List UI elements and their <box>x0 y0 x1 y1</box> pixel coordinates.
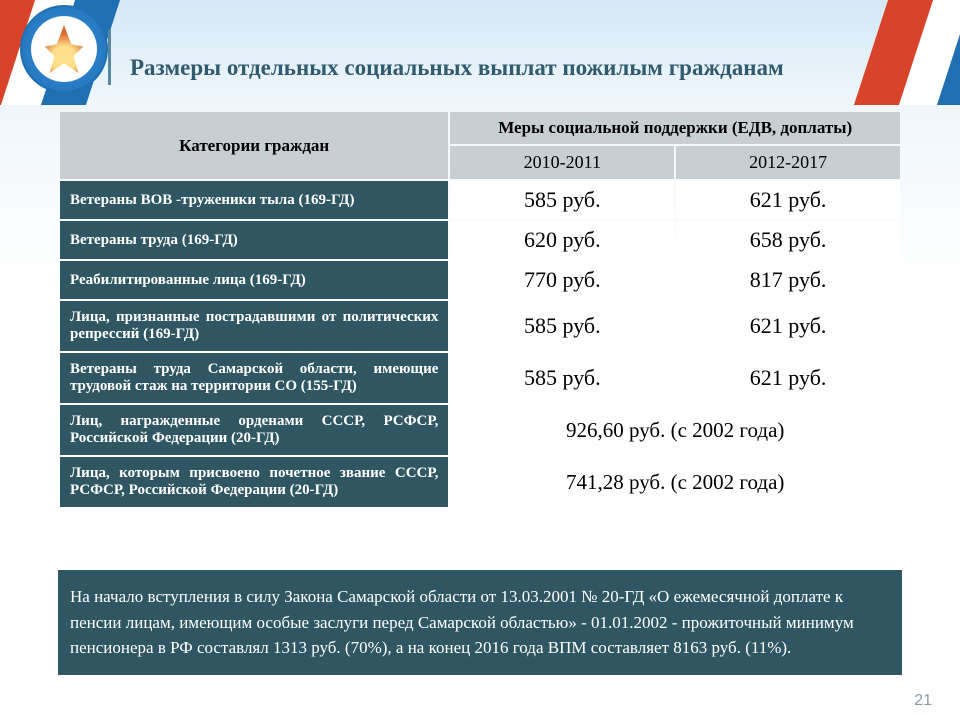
value-cell-span: 926,60 руб. (с 2002 года) <box>450 405 900 455</box>
col-header-period1: 2010-2011 <box>450 146 674 179</box>
value-cell: 621 руб. <box>676 353 900 403</box>
category-cell: Лиц, награжденные орденами СССР, РСФСР, … <box>60 405 448 455</box>
category-cell: Ветераны труда (169-ГД) <box>60 221 448 259</box>
value-cell-span: 741,28 руб. (с 2002 года) <box>450 457 900 507</box>
page-number: 21 <box>914 692 932 710</box>
category-cell: Ветераны труда Самарской области, имеющи… <box>60 353 448 403</box>
footnote: На начало вступления в силу Закона Самар… <box>58 570 902 675</box>
value-cell: 621 руб. <box>676 181 900 219</box>
emblem-logo <box>20 5 108 93</box>
col-header-period2: 2012-2017 <box>676 146 900 179</box>
category-cell: Лица, которым присвоено почетное звание … <box>60 457 448 507</box>
value-cell: 585 руб. <box>450 181 674 219</box>
value-cell: 585 руб. <box>450 353 674 403</box>
slide-title: Размеры отдельных социальных выплат пожи… <box>130 55 784 81</box>
category-cell: Реабилитированные лица (169-ГД) <box>60 261 448 299</box>
value-cell: 770 руб. <box>450 261 674 299</box>
value-cell: 585 руб. <box>450 301 674 351</box>
col-header-categories: Категории граждан <box>60 112 448 179</box>
col-header-measures: Меры социальной поддержки (ЕДВ, доплаты) <box>450 112 900 144</box>
value-cell: 620 руб. <box>450 221 674 259</box>
payments-table: Категории граждан Меры социальной поддер… <box>58 110 902 509</box>
value-cell: 658 руб. <box>676 221 900 259</box>
category-cell: Ветераны ВОВ -труженики тыла (169-ГД) <box>60 181 448 219</box>
value-cell: 621 руб. <box>676 301 900 351</box>
title-divider <box>108 30 111 85</box>
value-cell: 817 руб. <box>676 261 900 299</box>
category-cell: Лица, признанные пострадавшими от полити… <box>60 301 448 351</box>
